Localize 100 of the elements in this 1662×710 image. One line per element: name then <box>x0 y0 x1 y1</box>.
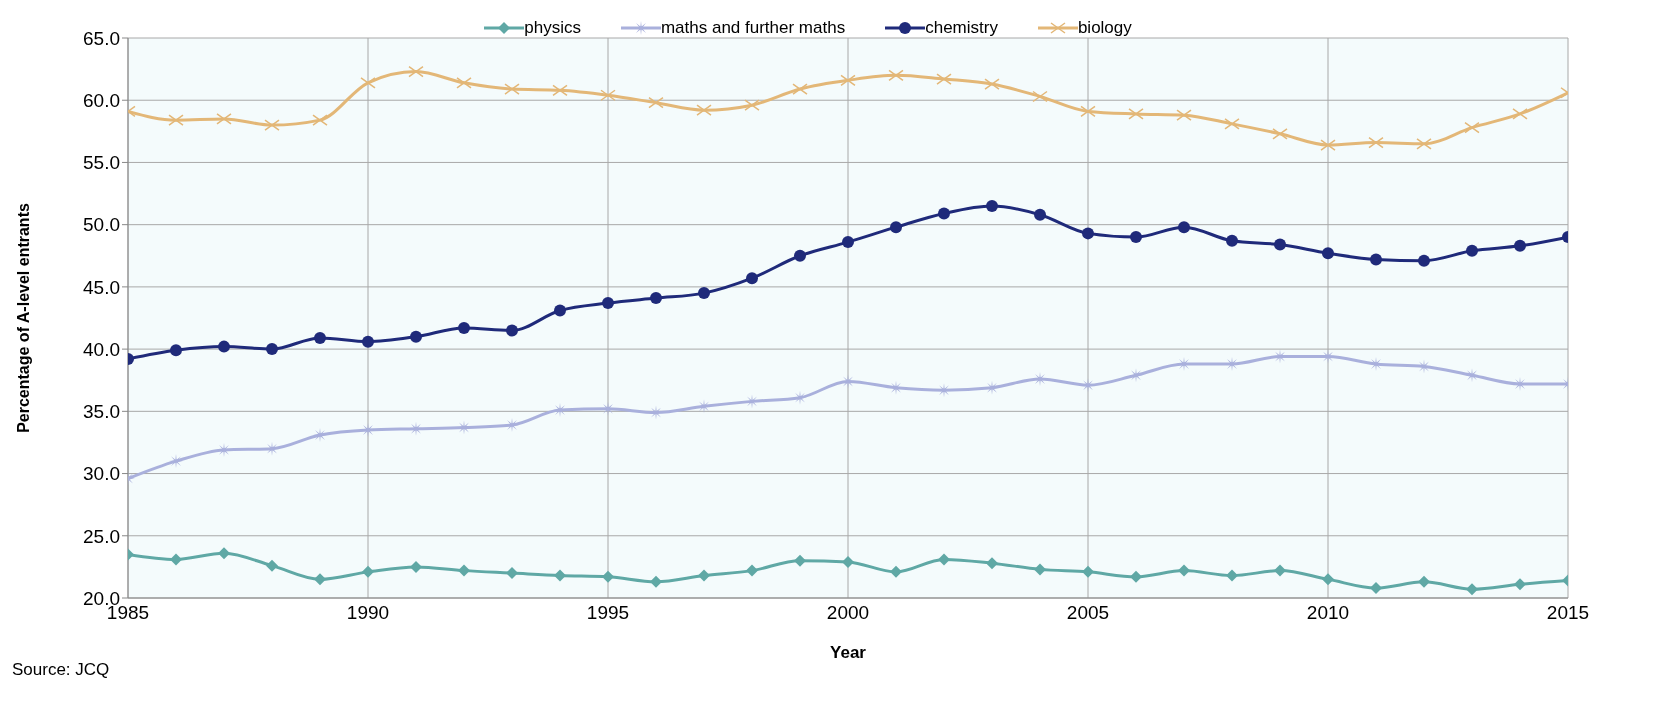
point <box>1176 109 1192 121</box>
legend-label: chemistry <box>925 18 998 38</box>
point <box>1418 575 1430 588</box>
point <box>1226 569 1238 582</box>
point <box>1034 208 1046 221</box>
point <box>746 272 758 285</box>
point <box>313 427 327 442</box>
point <box>506 567 518 580</box>
point <box>458 321 470 334</box>
point <box>458 564 470 577</box>
point <box>217 442 231 457</box>
point <box>890 565 902 578</box>
point <box>1082 565 1094 578</box>
point <box>1130 570 1142 583</box>
point <box>744 99 760 111</box>
y-axis-title: Percentage of A-level entrants <box>14 203 32 433</box>
point <box>218 547 230 560</box>
point <box>938 207 950 220</box>
point <box>1274 564 1286 577</box>
point <box>410 330 422 343</box>
point <box>1272 128 1288 140</box>
point <box>986 557 998 570</box>
point <box>888 69 904 82</box>
point <box>218 340 230 353</box>
point <box>456 77 472 89</box>
point <box>506 324 518 337</box>
x-axis-title: Year <box>830 643 867 662</box>
point <box>890 221 902 234</box>
point <box>553 403 567 418</box>
x-tick-label: 1995 <box>586 602 630 624</box>
point <box>170 553 182 566</box>
point <box>1080 105 1096 118</box>
point <box>986 200 998 212</box>
point <box>554 304 566 317</box>
point <box>842 236 854 249</box>
y-tick-label: 55.0 <box>83 152 120 174</box>
point <box>1128 108 1144 120</box>
point <box>552 84 568 97</box>
point <box>840 74 856 87</box>
point <box>1370 582 1382 595</box>
point <box>1226 234 1238 247</box>
point <box>1225 357 1239 372</box>
point <box>696 104 712 116</box>
point <box>698 287 710 300</box>
point <box>1082 227 1094 240</box>
x-tick-label: 2000 <box>826 602 870 624</box>
y-tick-label: 65.0 <box>83 27 120 49</box>
point <box>216 113 232 125</box>
y-tick-label: 45.0 <box>83 276 120 298</box>
y-tick-label: 25.0 <box>83 525 120 547</box>
point <box>936 73 952 85</box>
point <box>554 569 566 582</box>
point <box>648 96 664 109</box>
point <box>602 570 614 583</box>
point <box>408 65 424 78</box>
point <box>1369 357 1383 372</box>
point <box>1320 139 1336 151</box>
y-tick-label: 35.0 <box>83 401 120 423</box>
point <box>1322 247 1334 260</box>
point <box>794 249 806 262</box>
point <box>1466 244 1478 257</box>
legend-label: physics <box>524 18 581 38</box>
point <box>842 555 854 568</box>
point <box>1368 136 1384 149</box>
point <box>1464 121 1480 134</box>
point <box>1178 221 1190 234</box>
point <box>794 554 806 567</box>
point <box>362 565 374 578</box>
x-tick-label: 2005 <box>1066 602 1110 624</box>
point <box>266 559 278 572</box>
point <box>1177 357 1191 372</box>
y-tick-label: 30.0 <box>83 463 120 485</box>
point <box>410 560 422 573</box>
point <box>264 119 280 131</box>
y-tick-label: 60.0 <box>83 89 120 111</box>
point <box>792 83 808 95</box>
x-tick-label: 2010 <box>1306 602 1350 624</box>
point <box>1034 563 1046 576</box>
point <box>360 77 376 89</box>
y-tick-label: 40.0 <box>83 338 120 360</box>
point <box>312 114 328 126</box>
legend-label: biology <box>1077 18 1132 38</box>
point <box>984 78 1000 90</box>
point <box>1514 578 1526 591</box>
point <box>505 418 519 433</box>
point <box>746 564 758 577</box>
x-tick-label: 2015 <box>1546 602 1590 624</box>
point <box>650 292 662 305</box>
point <box>362 335 374 348</box>
legend-label: maths and further maths <box>660 18 846 38</box>
point <box>938 553 950 566</box>
point <box>698 569 710 582</box>
point <box>314 331 326 344</box>
point <box>168 114 184 126</box>
point <box>600 89 616 101</box>
point <box>1033 371 1047 386</box>
point <box>1322 573 1334 586</box>
point <box>1224 118 1240 130</box>
source-note: Source: JCQ <box>12 660 110 680</box>
y-tick-label: 50.0 <box>83 214 120 236</box>
